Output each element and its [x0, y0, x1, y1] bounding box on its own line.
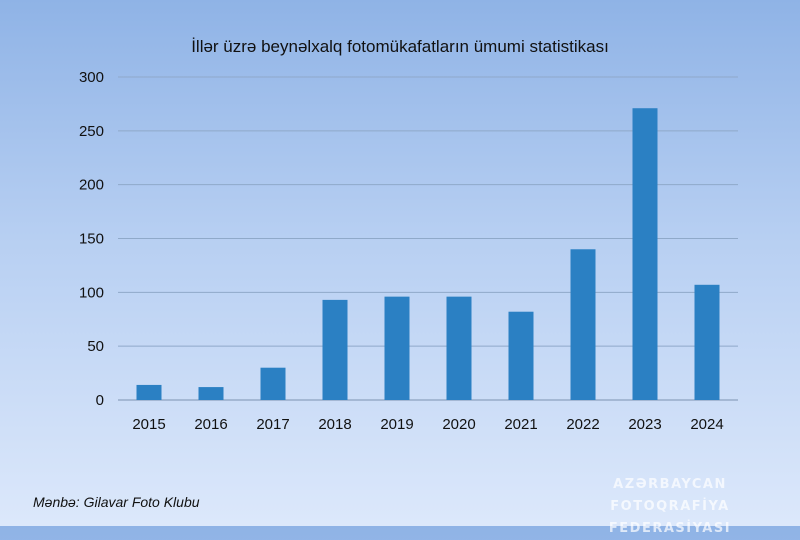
- y-tick-label: 200: [79, 177, 104, 194]
- grid-lines: [118, 76, 738, 401]
- bars: [136, 108, 720, 401]
- x-tick-label: 2019: [380, 416, 413, 433]
- x-tick-label: 2024: [690, 416, 723, 433]
- source-note: Mənbə: Gilavar Foto Klubu: [33, 494, 200, 510]
- x-tick-label: 2015: [132, 416, 165, 433]
- x-tick-label: 2022: [566, 416, 599, 433]
- bar-2016: [198, 387, 224, 400]
- bar-2018: [322, 299, 348, 400]
- x-tick-label: 2018: [318, 416, 351, 433]
- bar-2021: [508, 311, 534, 400]
- bar-2023: [632, 108, 658, 401]
- y-tick-label: 100: [79, 284, 104, 301]
- x-tick-label: 2021: [504, 416, 537, 433]
- y-tick-label: 150: [79, 231, 104, 248]
- bar-2022: [570, 249, 596, 400]
- bar-2017: [260, 367, 286, 400]
- y-tick-label: 50: [87, 338, 104, 355]
- x-tick-label: 2020: [442, 416, 475, 433]
- bar-2020: [446, 296, 472, 400]
- x-tick-label: 2016: [194, 416, 227, 433]
- watermark-line-1: AZƏRBAYCAN FOTOQRAFİYA: [610, 477, 730, 514]
- chart-area: İllər üzrə beynəlxalq fotomükafatların ü…: [79, 37, 738, 433]
- bar-chart: İllər üzrə beynəlxalq fotomükafatların ü…: [79, 37, 738, 433]
- bar-2015: [136, 384, 162, 400]
- y-axis-ticks: 0 50 100 150 200 250 300: [79, 69, 104, 409]
- chart-title: İllər üzrə beynəlxalq fotomükafatların ü…: [191, 37, 609, 56]
- y-tick-label: 300: [79, 69, 104, 86]
- bar-2024: [694, 284, 720, 400]
- x-tick-label: 2023: [628, 416, 661, 433]
- x-tick-label: 2017: [256, 416, 289, 433]
- y-tick-label: 250: [79, 123, 104, 140]
- bar-2019: [384, 296, 410, 400]
- watermark-logo: AZƏRBAYCAN FOTOQRAFİYA FEDERASİYASI: [565, 474, 775, 540]
- watermark-line-2: FEDERASİYASI: [608, 521, 732, 536]
- x-axis-ticks: 2015 2016 2017 2018 2019 2020 2021 2022 2023 2024: [132, 416, 723, 433]
- y-tick-label: 0: [96, 392, 104, 409]
